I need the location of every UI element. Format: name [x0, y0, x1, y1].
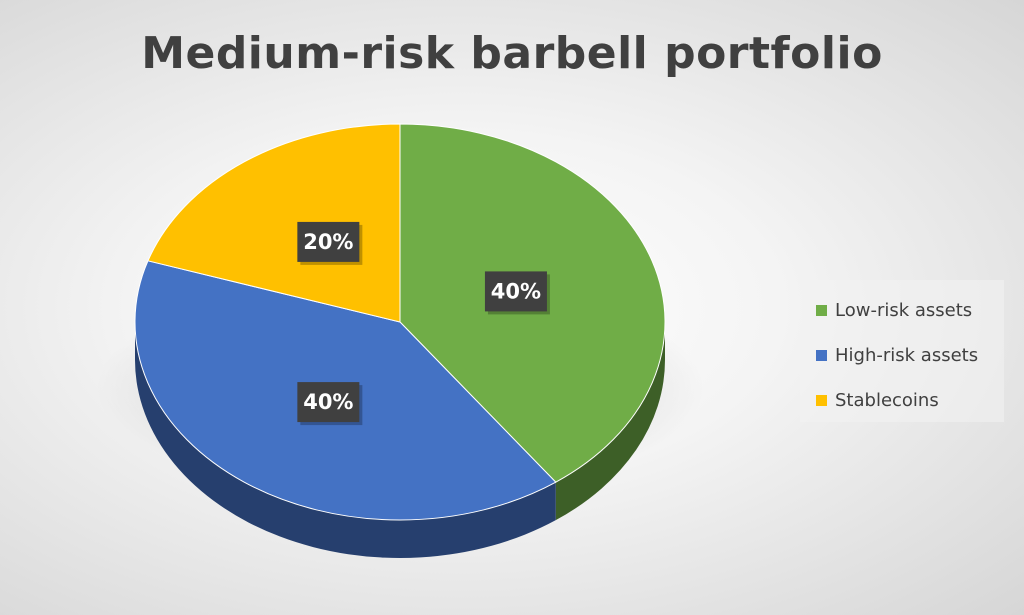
data-label-box-low-risk [484, 271, 547, 312]
legend-label-high-risk: High-risk assets [835, 345, 979, 366]
legend-swatch-high-risk [816, 350, 827, 361]
legend-item-low-risk: Low-risk assets [816, 288, 1004, 333]
data-label-box-stablecoins [297, 221, 360, 262]
data-label-high-risk: 40% [303, 390, 353, 414]
legend-swatch-low-risk [816, 305, 827, 316]
legend-label-low-risk: Low-risk assets [835, 300, 973, 321]
legend-label-stablecoins: Stablecoins [835, 390, 939, 411]
data-label-box-high-risk [297, 382, 360, 423]
legend: Low-risk assets High-risk assets Stablec… [800, 280, 1004, 422]
legend-item-stablecoins: Stablecoins [816, 378, 1004, 423]
pie-side-low-risk [555, 322, 665, 521]
legend-item-high-risk: High-risk assets [816, 333, 1004, 378]
legend-swatch-stablecoins [816, 395, 827, 406]
chart-title: Medium-risk barbell portfolio [141, 28, 883, 79]
pie-slice-stablecoins [147, 123, 401, 323]
data-label-low-risk: 40% [491, 279, 541, 303]
data-label-stablecoins: 20% [303, 230, 353, 254]
pie-side-high-risk [135, 322, 556, 558]
